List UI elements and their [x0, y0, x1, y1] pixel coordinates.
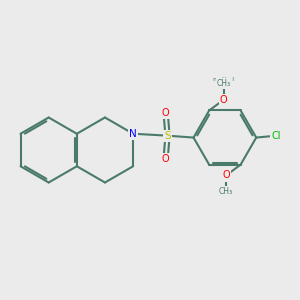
Text: S: S [164, 131, 171, 141]
Text: CH₃: CH₃ [219, 187, 233, 196]
Text: O: O [162, 154, 170, 164]
Text: O: O [220, 95, 228, 105]
Text: O: O [222, 170, 230, 180]
Text: N: N [129, 129, 137, 139]
Text: methyl: methyl [213, 77, 235, 82]
Text: CH₃: CH₃ [217, 79, 231, 88]
Text: Cl: Cl [272, 131, 281, 141]
Text: O: O [162, 108, 170, 118]
